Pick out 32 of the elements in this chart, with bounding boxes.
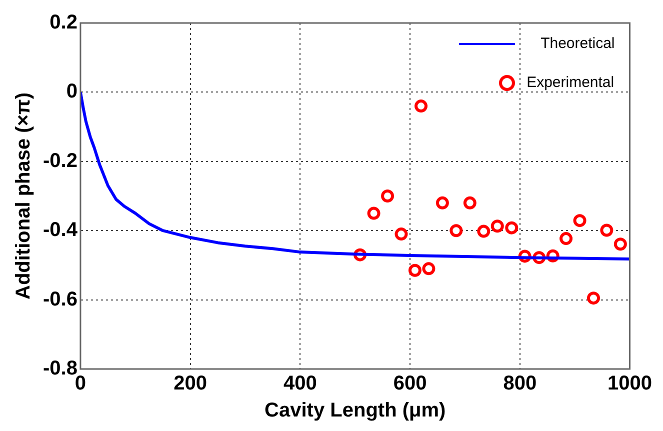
point bbox=[367, 206, 380, 220]
legend-label: Theoretical bbox=[540, 35, 615, 52]
point bbox=[414, 100, 428, 113]
point bbox=[436, 196, 449, 210]
point bbox=[381, 190, 394, 202]
y-tick-label: -0.2 bbox=[42, 150, 78, 172]
x-tick-label: 600 bbox=[393, 372, 427, 395]
y-tick-label: 0.2 bbox=[50, 12, 78, 34]
point bbox=[394, 228, 408, 241]
point bbox=[573, 214, 586, 228]
x-tick-label: 400 bbox=[283, 372, 317, 395]
y-tick-label: -0.8 bbox=[42, 358, 78, 380]
y-tick-label: -0.4 bbox=[42, 219, 78, 242]
point bbox=[490, 220, 504, 233]
point bbox=[600, 224, 614, 237]
point bbox=[422, 262, 436, 276]
point bbox=[408, 264, 422, 277]
y-tick-label: 0 bbox=[66, 80, 78, 103]
point bbox=[450, 224, 463, 238]
point bbox=[587, 292, 600, 305]
point bbox=[477, 224, 490, 238]
x-tick-label: 200 bbox=[174, 372, 208, 395]
x-axis-title: Cavity Length (μm) bbox=[264, 400, 446, 422]
legend-label: Experimental bbox=[526, 74, 614, 91]
point bbox=[505, 221, 518, 234]
point bbox=[614, 238, 627, 251]
point bbox=[463, 196, 476, 210]
y-tick-label: -0.6 bbox=[42, 288, 78, 310]
x-tick-label: 800 bbox=[503, 372, 537, 395]
point bbox=[560, 232, 573, 246]
y-axis-title: Additional phase (×π) bbox=[12, 92, 35, 300]
x-tick-label: 1000 bbox=[608, 372, 652, 395]
